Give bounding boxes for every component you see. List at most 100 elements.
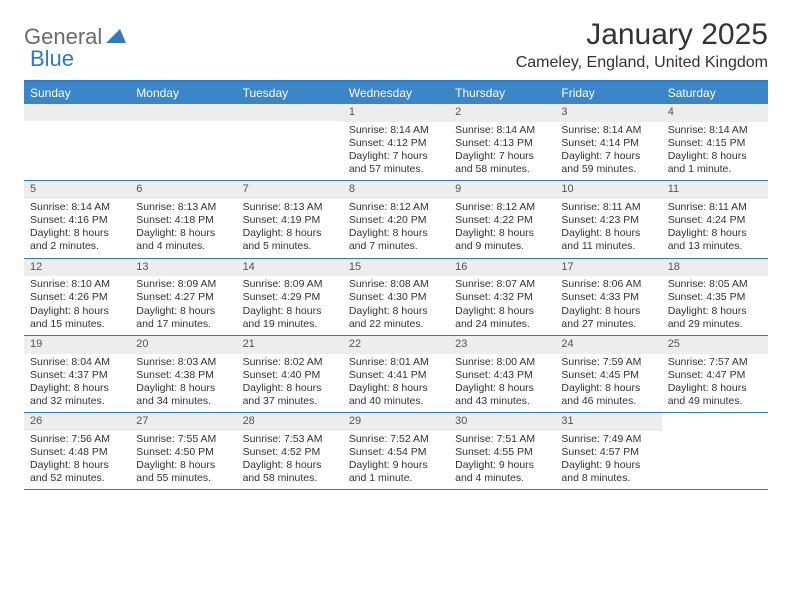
- day-line: Daylight: 8 hours: [243, 305, 337, 318]
- day-line: Daylight: 8 hours: [455, 227, 549, 240]
- day-number: 28: [237, 413, 343, 431]
- day-number: 15: [343, 259, 449, 277]
- day-line: and 24 minutes.: [455, 318, 549, 331]
- day-line: Daylight: 8 hours: [455, 382, 549, 395]
- day-line: Daylight: 8 hours: [136, 227, 230, 240]
- day-line: Daylight: 8 hours: [243, 382, 337, 395]
- day-line: Sunset: 4:50 PM: [136, 446, 230, 459]
- day-cell: 2Sunrise: 8:14 AMSunset: 4:13 PMDaylight…: [449, 104, 555, 180]
- day-line: Sunset: 4:41 PM: [349, 369, 443, 382]
- day-line: Daylight: 8 hours: [243, 459, 337, 472]
- day-line: Sunset: 4:32 PM: [455, 291, 549, 304]
- day-cell: 11Sunrise: 8:11 AMSunset: 4:24 PMDayligh…: [662, 181, 768, 257]
- day-cell: [24, 104, 130, 180]
- day-body: Sunrise: 7:51 AMSunset: 4:55 PMDaylight:…: [449, 433, 555, 490]
- day-body: Sunrise: 8:12 AMSunset: 4:20 PMDaylight:…: [343, 201, 449, 258]
- day-cell: 3Sunrise: 8:14 AMSunset: 4:14 PMDaylight…: [555, 104, 661, 180]
- day-cell: 21 Sunrise: 8:02 AMSunset: 4:40 PMDayligh…: [237, 336, 343, 412]
- day-body: Sunrise: 7:57 AMSunset: 4:47 PMDaylight:…: [662, 356, 768, 413]
- dow-cell: Friday: [555, 82, 661, 104]
- day-line: Daylight: 8 hours: [349, 382, 443, 395]
- empty-day-strip: [24, 104, 130, 121]
- day-number: 19: [24, 336, 130, 354]
- day-line: Daylight: 9 hours: [455, 459, 549, 472]
- day-line: Daylight: 8 hours: [30, 305, 124, 318]
- day-number: 21: [237, 336, 343, 354]
- day-line: Sunrise: 8:02 AM: [243, 356, 337, 369]
- day-line: and 27 minutes.: [561, 318, 655, 331]
- day-line: Sunset: 4:30 PM: [349, 291, 443, 304]
- day-body: Sunrise: 8:06 AMSunset: 4:33 PMDaylight:…: [555, 278, 661, 335]
- day-line: Daylight: 7 hours: [349, 150, 443, 163]
- day-line: Sunrise: 8:09 AM: [243, 278, 337, 291]
- day-line: and 4 minutes.: [455, 472, 549, 485]
- day-cell: 15Sunrise: 8:08 AMSunset: 4:30 PMDayligh…: [343, 259, 449, 335]
- day-cell: 16Sunrise: 8:07 AMSunset: 4:32 PMDayligh…: [449, 259, 555, 335]
- day-cell: 6Sunrise: 8:13 AMSunset: 4:18 PMDaylight…: [130, 181, 236, 257]
- day-line: Daylight: 8 hours: [561, 227, 655, 240]
- day-line: and 19 minutes.: [243, 318, 337, 331]
- day-number: 22: [343, 336, 449, 354]
- day-cell: 23Sunrise: 8:00 AMSunset: 4:43 PMDayligh…: [449, 336, 555, 412]
- day-cell: 22Sunrise: 8:01 AMSunset: 4:41 PMDayligh…: [343, 336, 449, 412]
- day-number: 17: [555, 259, 661, 277]
- day-line: Sunrise: 7:52 AM: [349, 433, 443, 446]
- day-cell: 14Sunrise: 8:09 AMSunset: 4:29 PMDayligh…: [237, 259, 343, 335]
- header: General January 2025 Cameley, England, U…: [24, 18, 768, 72]
- day-body: Sunrise: 8:10 AMSunset: 4:26 PMDaylight:…: [24, 278, 130, 335]
- day-cell: 4 Sunrise: 8:14 AMSunset: 4:15 PMDaylight…: [662, 104, 768, 180]
- day-line: and 4 minutes.: [136, 240, 230, 253]
- day-line: Sunrise: 8:14 AM: [668, 124, 762, 137]
- day-number: 4: [662, 104, 768, 122]
- day-body: Sunrise: 8:02 AMSunset: 4:40 PMDaylight:…: [237, 356, 343, 413]
- day-line: and 58 minutes.: [243, 472, 337, 485]
- day-body: Sunrise: 8:12 AMSunset: 4:22 PMDaylight:…: [449, 201, 555, 258]
- day-line: Sunset: 4:24 PM: [668, 214, 762, 227]
- day-line: and 34 minutes.: [136, 395, 230, 408]
- day-number: 25: [662, 336, 768, 354]
- day-line: Daylight: 8 hours: [243, 227, 337, 240]
- day-line: Sunset: 4:43 PM: [455, 369, 549, 382]
- day-line: Sunrise: 8:12 AM: [349, 201, 443, 214]
- day-line: Daylight: 8 hours: [668, 150, 762, 163]
- day-body: Sunrise: 7:56 AMSunset: 4:48 PMDaylight:…: [24, 433, 130, 490]
- dow-row: SundayMondayTuesdayWednesdayThursdayFrid…: [24, 82, 768, 104]
- day-cell: 28 Sunrise: 7:53 AMSunset: 4:52 PMDayligh…: [237, 413, 343, 489]
- day-line: Daylight: 8 hours: [30, 227, 124, 240]
- day-line: Daylight: 8 hours: [136, 382, 230, 395]
- day-line: and 9 minutes.: [455, 240, 549, 253]
- day-line: and 40 minutes.: [349, 395, 443, 408]
- day-line: Sunrise: 8:13 AM: [243, 201, 337, 214]
- day-line: Sunrise: 8:05 AM: [668, 278, 762, 291]
- day-line: and 58 minutes.: [455, 163, 549, 176]
- day-line: and 11 minutes.: [561, 240, 655, 253]
- day-line: Sunset: 4:47 PM: [668, 369, 762, 382]
- day-line: Sunrise: 8:11 AM: [561, 201, 655, 214]
- day-line: and 37 minutes.: [243, 395, 337, 408]
- logo-text-2: Blue: [30, 46, 74, 72]
- day-body: Sunrise: 8:14 AMSunset: 4:15 PMDaylight:…: [662, 124, 768, 181]
- day-line: Sunrise: 8:09 AM: [136, 278, 230, 291]
- day-line: Daylight: 9 hours: [561, 459, 655, 472]
- weeks-container: 1Sunrise: 8:14 AMSunset: 4:12 PMDaylight…: [24, 104, 768, 490]
- day-line: Sunset: 4:19 PM: [243, 214, 337, 227]
- day-line: Sunrise: 8:12 AM: [455, 201, 549, 214]
- day-line: Sunrise: 8:06 AM: [561, 278, 655, 291]
- day-line: Sunset: 4:57 PM: [561, 446, 655, 459]
- day-line: Sunset: 4:23 PM: [561, 214, 655, 227]
- day-line: Sunset: 4:18 PM: [136, 214, 230, 227]
- day-line: Sunrise: 7:53 AM: [243, 433, 337, 446]
- day-line: Sunrise: 8:11 AM: [668, 201, 762, 214]
- day-body: Sunrise: 8:05 AMSunset: 4:35 PMDaylight:…: [662, 278, 768, 335]
- day-body: Sunrise: 8:14 AMSunset: 4:14 PMDaylight:…: [555, 124, 661, 181]
- day-line: Sunset: 4:52 PM: [243, 446, 337, 459]
- day-number: 1: [343, 104, 449, 122]
- day-line: Sunset: 4:14 PM: [561, 137, 655, 150]
- day-line: Daylight: 8 hours: [668, 305, 762, 318]
- day-number: 12: [24, 259, 130, 277]
- day-line: and 2 minutes.: [30, 240, 124, 253]
- day-cell: 17Sunrise: 8:06 AMSunset: 4:33 PMDayligh…: [555, 259, 661, 335]
- day-line: Sunset: 4:29 PM: [243, 291, 337, 304]
- day-line: and 7 minutes.: [349, 240, 443, 253]
- day-line: Sunrise: 8:00 AM: [455, 356, 549, 369]
